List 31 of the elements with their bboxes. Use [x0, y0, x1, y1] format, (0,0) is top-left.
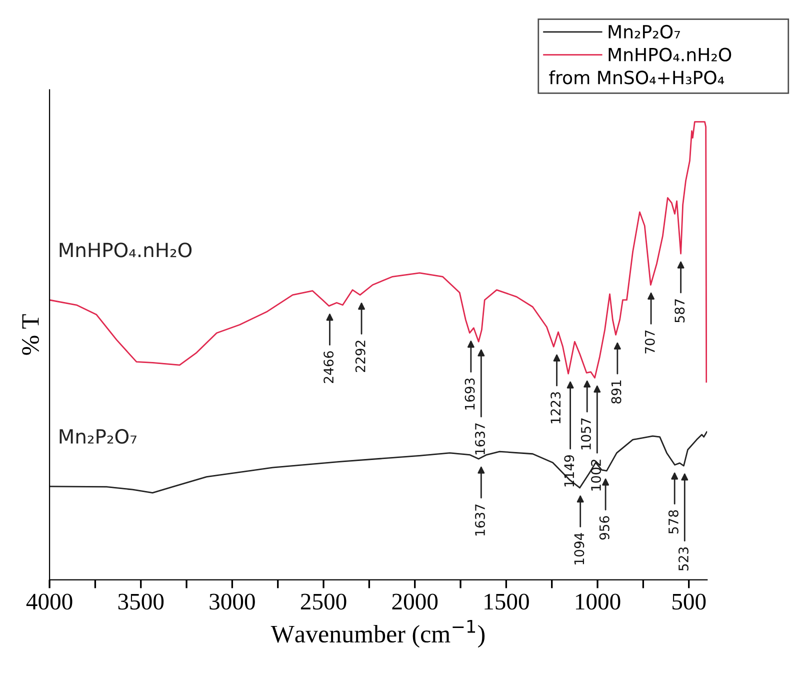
x-tick-label: 3500: [118, 594, 164, 610]
x-tick-label: 4000: [26, 594, 72, 610]
x-tick-label: 2000: [392, 594, 438, 610]
x-tick-label: 2500: [300, 594, 346, 610]
x-tick-label: 500: [672, 594, 706, 610]
x-tick-label: 1000: [576, 594, 620, 610]
text: from MnSO₄+H₃PO₄: [549, 70, 724, 84]
legend-label: Mn₂P₂O₇: [608, 24, 680, 39]
x-tick-label: 3000: [210, 594, 255, 610]
annotation: 2466: [324, 351, 334, 384]
annotation: 1223: [550, 392, 561, 424]
annotation: 2292: [355, 340, 366, 372]
annotation: 1057: [580, 418, 591, 450]
annotation: 1637: [475, 504, 485, 536]
annotation: 707: [644, 330, 655, 354]
annotation: 1002: [591, 460, 601, 491]
annotation: 1637: [475, 423, 485, 454]
annotation: 1094: [574, 532, 584, 564]
annotation: 956: [599, 516, 610, 540]
legend-label: MnHPO₄.nH₂O: [608, 48, 732, 62]
annotation: 1149: [564, 455, 574, 486]
x-axis-title: Wavenumber (cm$^{−1}$): [270, 620, 485, 648]
annotation: 1693: [464, 378, 475, 410]
text: Mn₂P₂O₇: [60, 429, 136, 444]
annotation: 587: [674, 299, 685, 322]
annotation: 891: [611, 380, 622, 404]
annotation: 578: [668, 510, 678, 534]
text: MnHPO₄.nH₂O: [60, 242, 192, 258]
annotation: 523: [678, 547, 688, 571]
x-tick-label: 1500: [484, 594, 529, 610]
y-axis-title: % T: [22, 314, 39, 355]
